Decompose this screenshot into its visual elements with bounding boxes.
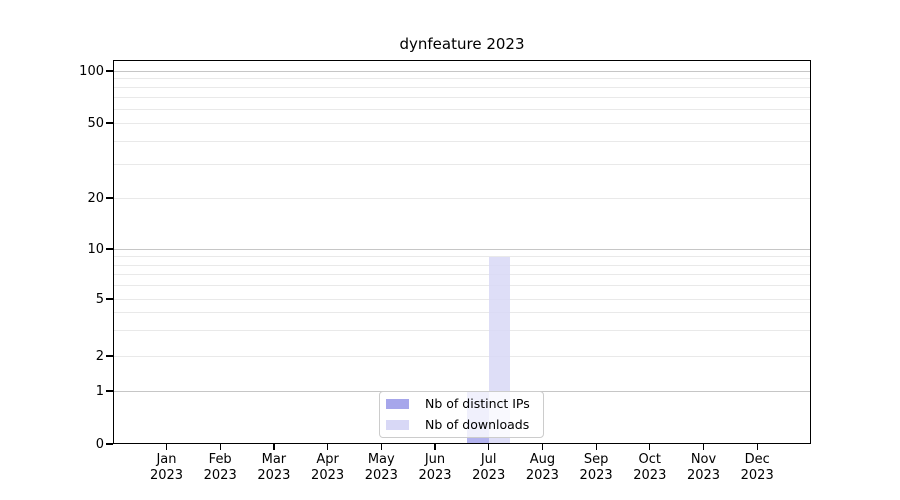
y-tick-100 <box>106 70 113 72</box>
gridline-y-3 <box>113 330 811 332</box>
x-tick-month: May <box>367 452 395 467</box>
x-tick-label-apr: Apr 2023 <box>288 452 368 483</box>
x-tick-label-aug: Aug 2023 <box>502 452 582 483</box>
x-tick-year: 2023 <box>311 467 345 483</box>
x-tick-mar <box>273 444 275 450</box>
x-tick-nov <box>702 444 705 450</box>
legend-entry-nb-of-distinct-ips: Nb of distinct IPs <box>386 395 543 413</box>
y-tick-5 <box>106 298 113 300</box>
gridline-y-90 <box>113 78 811 80</box>
x-tick-month: Nov <box>690 452 717 467</box>
x-tick-year: 2023 <box>364 467 398 483</box>
y-tick-label-50: 50 <box>87 115 104 131</box>
y-tick-label-5: 5 <box>95 291 104 307</box>
x-tick-jan <box>165 444 168 450</box>
y-tick-label-100: 100 <box>79 63 104 79</box>
x-tick-year: 2023 <box>257 467 291 483</box>
gridline-y-20 <box>113 197 811 199</box>
x-tick-year: 2023 <box>579 467 613 483</box>
gridline-y-30 <box>113 164 811 166</box>
x-tick-month: Dec <box>744 452 770 467</box>
legend: Nb of distinct IPs Nb of downloads <box>379 391 544 438</box>
legend-swatch-nb-of-downloads <box>386 420 409 430</box>
x-tick-label-may: May 2023 <box>341 452 421 483</box>
x-tick-dec <box>756 444 758 450</box>
x-tick-label-jan: Jan 2023 <box>127 452 207 483</box>
gridline-y-7 <box>113 274 811 276</box>
x-tick-year: 2023 <box>525 467 559 483</box>
gridline-y-5 <box>113 298 811 300</box>
gridline-y-40 <box>113 140 811 142</box>
y-tick-label-10: 10 <box>87 241 104 257</box>
gridline-y-9 <box>113 256 811 258</box>
x-tick-year: 2023 <box>740 467 774 483</box>
legend-label: Nb of downloads <box>425 417 530 432</box>
gridline-y-8 <box>113 264 811 266</box>
x-tick-label-mar: Mar 2023 <box>234 452 314 483</box>
x-tick-sep <box>595 444 597 450</box>
y-tick-50 <box>106 122 113 124</box>
x-tick-feb <box>219 444 221 450</box>
x-tick-year: 2023 <box>686 467 721 483</box>
gridline-y-4 <box>113 312 811 314</box>
x-tick-year: 2023 <box>203 467 237 483</box>
x-tick-label-nov: Nov 2023 <box>664 452 744 483</box>
x-tick-jul <box>488 444 490 450</box>
x-tick-label-feb: Feb 2023 <box>180 452 260 483</box>
y-tick-2 <box>106 355 113 357</box>
x-tick-month: Oct <box>638 452 662 467</box>
x-tick-year: 2023 <box>149 467 184 483</box>
x-tick-month: Feb <box>208 452 232 467</box>
x-tick-label-jul: Jul 2023 <box>449 452 529 483</box>
x-tick-month: Aug <box>529 452 556 467</box>
x-tick-month: Sep <box>583 452 609 467</box>
x-tick-label-jun: Jun 2023 <box>395 452 475 483</box>
y-tick-0 <box>106 443 113 445</box>
gridline-y-50 <box>113 122 811 124</box>
x-tick-month: Jan <box>156 452 177 467</box>
gridline-y-80 <box>113 87 811 89</box>
chart-title: dynfeature 2023 <box>399 35 525 53</box>
y-tick-20 <box>106 197 113 199</box>
y-tick-10 <box>106 248 113 250</box>
x-tick-oct <box>649 444 651 450</box>
y-tick-label-20: 20 <box>87 190 104 206</box>
x-tick-month: Jul <box>480 452 497 467</box>
gridline-y-60 <box>113 108 811 110</box>
gridline-y-100 <box>113 70 811 72</box>
x-tick-year: 2023 <box>472 467 506 483</box>
y-tick-label-0: 0 <box>95 436 104 452</box>
y-tick-1 <box>106 390 113 392</box>
x-tick-aug <box>541 444 544 450</box>
x-tick-label-oct: Oct 2023 <box>610 452 690 483</box>
x-tick-may <box>380 444 382 450</box>
x-tick-label-sep: Sep 2023 <box>556 452 636 483</box>
x-tick-month: Jun <box>424 452 446 467</box>
gridline-y-70 <box>113 97 811 99</box>
legend-swatch-nb-of-distinct-ips <box>386 399 409 409</box>
y-tick-label-1: 1 <box>95 383 104 399</box>
gridline-y-10 <box>113 248 811 250</box>
legend-label: Nb of distinct IPs <box>425 396 530 411</box>
x-tick-year: 2023 <box>418 467 452 483</box>
x-tick-month: Mar <box>261 452 287 467</box>
gridline-y-6 <box>113 285 811 287</box>
gridline-y-2 <box>113 355 811 357</box>
plot-area <box>113 60 811 444</box>
legend-entry-nb-of-downloads: Nb of downloads <box>386 416 543 434</box>
x-tick-jun <box>434 444 436 450</box>
x-tick-apr <box>327 444 329 450</box>
x-tick-label-dec: Dec 2023 <box>717 452 797 483</box>
x-tick-month: Apr <box>316 452 339 467</box>
y-tick-label-2: 2 <box>95 348 104 364</box>
x-tick-year: 2023 <box>633 467 667 483</box>
